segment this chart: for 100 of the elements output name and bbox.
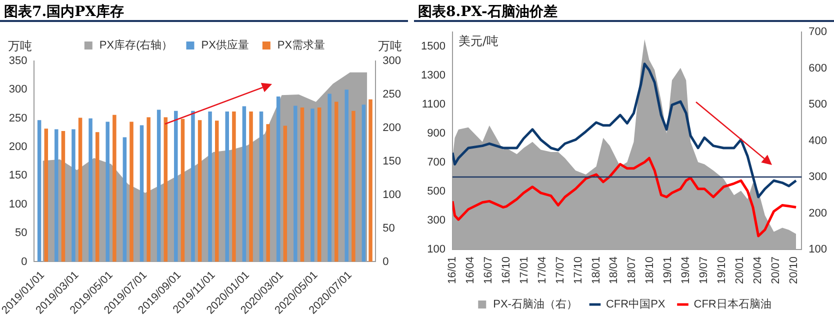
y2-tick-label: 400 bbox=[808, 134, 828, 147]
bar bbox=[310, 108, 314, 262]
y-tick-label: 1300 bbox=[420, 70, 446, 82]
x-tick-label: 17/04 bbox=[536, 256, 548, 284]
bar bbox=[294, 106, 298, 262]
x-tick-label: 19/07 bbox=[698, 256, 710, 284]
x-tick-label: 16/10 bbox=[500, 256, 512, 284]
y2-tick-label: 500 bbox=[808, 98, 828, 111]
bar bbox=[208, 111, 212, 262]
chart-title: 图表7.国内PX库存 bbox=[0, 0, 408, 22]
bar bbox=[88, 118, 92, 262]
bar bbox=[95, 132, 100, 262]
y2-tick-label: 150 bbox=[382, 155, 402, 168]
y2-tick-label: 100 bbox=[808, 244, 828, 256]
y2-tick-label: 600 bbox=[808, 62, 828, 74]
y-tick-label: 900 bbox=[427, 128, 446, 140]
bar bbox=[112, 114, 116, 262]
bar bbox=[276, 96, 280, 262]
bar bbox=[122, 137, 127, 262]
x-tick-label: 20/01 bbox=[734, 256, 746, 284]
bar bbox=[266, 124, 270, 262]
x-tick-label: 18/01 bbox=[590, 256, 602, 284]
x-tick-label: 17/01 bbox=[518, 256, 530, 284]
bar bbox=[328, 94, 332, 262]
y-tick-label: 100 bbox=[427, 244, 446, 256]
x-tick-label: 16/07 bbox=[482, 256, 494, 284]
y-tick-label: 300 bbox=[8, 84, 28, 96]
bar bbox=[106, 122, 110, 262]
x-tick-label: 19/10 bbox=[716, 256, 728, 284]
bar bbox=[180, 118, 185, 262]
y2-tick-label: 300 bbox=[808, 171, 828, 184]
bar bbox=[37, 120, 42, 262]
legend-label: CFR日本石脑油 bbox=[694, 298, 772, 311]
bar bbox=[259, 111, 264, 262]
bar bbox=[317, 107, 322, 262]
legend-label: PX库存(右轴） bbox=[99, 38, 173, 52]
legend-label: PX供应量 bbox=[201, 38, 249, 52]
bar bbox=[368, 99, 372, 262]
bar bbox=[283, 126, 288, 262]
x-tick-label: 17/10 bbox=[572, 256, 584, 284]
bar bbox=[130, 122, 134, 262]
x-tick-label: 20/07 bbox=[770, 256, 782, 284]
x-tick-label: 19/01 bbox=[662, 256, 674, 284]
y-tick-label: 1500 bbox=[420, 40, 446, 53]
y2-tick-label: 0 bbox=[382, 256, 389, 268]
x-tick-label: 16/04 bbox=[464, 256, 476, 284]
bar bbox=[156, 110, 161, 262]
bar bbox=[198, 120, 202, 262]
bar bbox=[300, 107, 304, 262]
bar bbox=[78, 118, 82, 262]
y-axis-title: 万吨 bbox=[8, 39, 32, 54]
bar bbox=[146, 117, 150, 262]
bar bbox=[61, 130, 66, 262]
y-tick-label: 350 bbox=[8, 55, 28, 68]
y-tick-label: 1100 bbox=[422, 98, 446, 111]
x-tick-label: 16/01 bbox=[446, 256, 458, 284]
bar bbox=[249, 111, 253, 262]
bar bbox=[214, 120, 219, 262]
bar bbox=[164, 117, 168, 262]
y-tick-label: 300 bbox=[427, 214, 446, 227]
chart-title: 图表8.PX-石脑油价差 bbox=[414, 0, 834, 22]
x-tick-label: 17/07 bbox=[554, 256, 566, 284]
x-tick-label: 19/04 bbox=[680, 256, 692, 284]
y2-axis-title: 万吨 bbox=[378, 39, 402, 54]
y-tick-label: 150 bbox=[8, 170, 28, 182]
y-tick-label: 700 bbox=[427, 156, 446, 169]
x-tick-label: 18/04 bbox=[608, 256, 620, 284]
y2-tick-label: 700 bbox=[808, 26, 828, 38]
bar bbox=[72, 129, 76, 262]
bar bbox=[362, 104, 366, 262]
bar bbox=[334, 102, 338, 262]
legend-label: CFR中国PX bbox=[606, 298, 666, 311]
bar bbox=[232, 111, 236, 262]
x-tick-label: 18/10 bbox=[644, 256, 656, 284]
y-tick-label: 100 bbox=[8, 198, 28, 210]
bar bbox=[344, 90, 348, 262]
bar bbox=[225, 111, 229, 262]
x-tick-label: 18/07 bbox=[626, 256, 638, 284]
bar bbox=[242, 106, 246, 262]
y-tick-label: 500 bbox=[427, 186, 446, 198]
bar bbox=[352, 110, 356, 262]
y-tick-label: 200 bbox=[8, 141, 28, 154]
y2-tick-label: 100 bbox=[382, 188, 402, 201]
x-tick-label: 20/10 bbox=[788, 256, 800, 284]
x-tick-label: 20/04 bbox=[752, 256, 764, 284]
bar bbox=[174, 110, 178, 262]
y2-tick-label: 200 bbox=[382, 122, 402, 134]
bar bbox=[140, 125, 144, 262]
y2-tick-label: 50 bbox=[382, 222, 395, 234]
y2-tick-label: 200 bbox=[808, 207, 828, 220]
bar bbox=[191, 110, 195, 262]
legend-label: PX需求量 bbox=[277, 38, 326, 52]
y-tick-label: 50 bbox=[14, 227, 28, 240]
y-axis-title: 美元/吨 bbox=[458, 34, 499, 48]
y2-tick-label: 300 bbox=[382, 55, 402, 68]
y-tick-label: 0 bbox=[21, 256, 28, 268]
y-tick-label: 250 bbox=[8, 112, 28, 124]
legend-label: PX-石脑油（右） bbox=[493, 298, 578, 311]
y2-tick-label: 250 bbox=[382, 88, 402, 100]
bar bbox=[54, 129, 58, 262]
